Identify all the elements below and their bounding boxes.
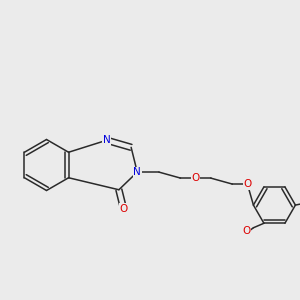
Text: O: O (191, 173, 200, 183)
Text: N: N (134, 167, 141, 177)
Text: O: O (242, 226, 250, 236)
Text: O: O (243, 179, 251, 189)
Text: O: O (119, 204, 128, 214)
Text: N: N (103, 135, 110, 145)
